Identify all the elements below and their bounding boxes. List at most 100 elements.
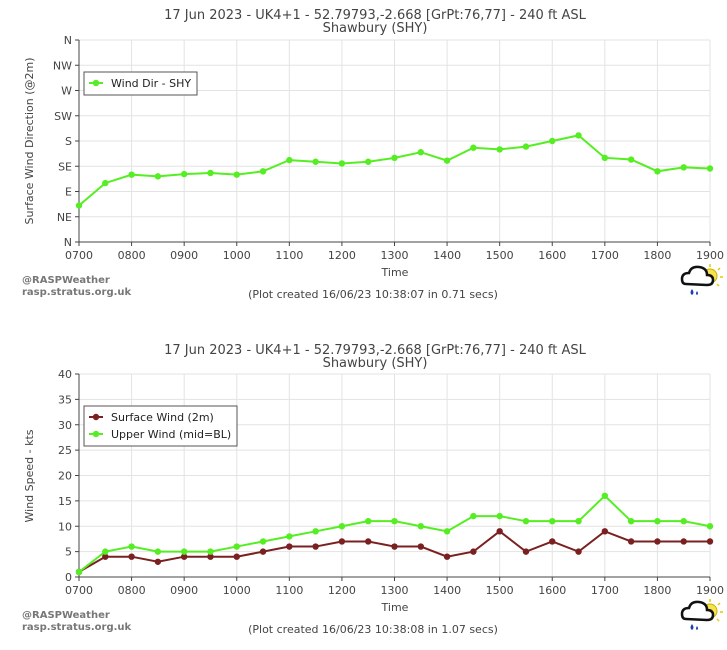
credit-handle: @RASPWeather (22, 275, 110, 286)
y-tick-label: 20 (58, 470, 72, 483)
data-point (496, 528, 503, 535)
x-tick-label: 1100 (275, 249, 303, 262)
data-point (207, 553, 214, 560)
data-point (549, 517, 556, 525)
x-tick-label: 1300 (381, 249, 409, 262)
y-tick-label: 15 (58, 495, 72, 508)
data-point (259, 538, 267, 545)
data-point (443, 157, 451, 164)
y-tick-label: S (65, 135, 72, 148)
x-tick-label: 1800 (643, 249, 671, 262)
data-point (154, 173, 162, 180)
data-point (654, 517, 661, 525)
wind-speed-chart: 17 Jun 2023 - UK4+1 - 52.79793,-2.668 [G… (22, 343, 724, 636)
x-tick-label: 1200 (328, 584, 356, 597)
data-point (233, 171, 240, 178)
x-tick-label: 1300 (381, 584, 409, 597)
data-point (601, 154, 609, 162)
data-point (470, 548, 477, 555)
data-point (470, 144, 477, 151)
data-point (102, 548, 109, 555)
data-point (338, 538, 346, 545)
x-tick-label: 1200 (328, 249, 356, 262)
data-point (654, 168, 661, 175)
data-point (575, 517, 582, 525)
legend: Wind Dir - SHY (83, 71, 198, 96)
y-tick-label: NE (57, 211, 72, 224)
data-point (312, 158, 319, 165)
y-tick-label: 40 (58, 368, 72, 381)
data-point (391, 154, 398, 162)
plot-created-note: (Plot created 16/06/23 10:38:08 in 1.07 … (248, 623, 498, 636)
x-tick-label: 1400 (433, 249, 461, 262)
x-tick-label: 1400 (433, 584, 461, 597)
data-point (680, 538, 687, 545)
data-point (259, 168, 267, 175)
data-point (128, 543, 135, 550)
data-point (180, 548, 188, 555)
y-axis-label: Wind Speed - kts (23, 429, 36, 522)
data-point (575, 132, 582, 139)
x-tick-label: 1100 (275, 584, 303, 597)
chart-subtitle: Shawbury (SHY) (323, 356, 428, 371)
y-axis-label: Surface Wind Direction (@2m) (23, 57, 36, 224)
credit-site: rasp.stratus.org.uk (22, 287, 132, 298)
data-point (522, 143, 530, 150)
data-point (75, 202, 83, 209)
wind-direction-chart: 17 Jun 2023 - UK4+1 - 52.79793,-2.668 [G… (22, 8, 724, 301)
weather-rain-sun-icon (680, 599, 723, 630)
x-tick-label: 1000 (223, 584, 251, 597)
data-point (365, 517, 372, 525)
data-point (365, 538, 372, 545)
data-point (706, 538, 714, 545)
data-point (259, 548, 267, 555)
data-point (417, 523, 424, 530)
chart-title: 17 Jun 2023 - UK4+1 - 52.79793,-2.668 [G… (164, 8, 587, 23)
x-tick-label: 1500 (486, 584, 514, 597)
data-point (522, 517, 530, 525)
y-tick-label: 30 (58, 419, 72, 432)
x-tick-label: 0900 (170, 249, 198, 262)
x-tick-label: 1900 (696, 249, 724, 262)
y-tick-label: N (64, 34, 72, 47)
data-point (233, 543, 240, 550)
data-point (680, 517, 687, 525)
data-point (75, 568, 83, 576)
data-point (417, 543, 424, 550)
legend-item-label: Upper Wind (mid=BL) (111, 428, 231, 441)
data-point (312, 528, 319, 535)
data-point (627, 156, 635, 163)
plot-area: 0 5 10 15 20 25 30 35 40 0700 0800 0900 1000 1100 1200… (58, 368, 724, 597)
legend: Surface Wind (2m) Upper Wind (mid=BL) (83, 405, 238, 447)
y-tick-label: 10 (58, 520, 72, 533)
y-tick-label: 0 (65, 571, 72, 584)
x-axis-label: Time (381, 601, 409, 614)
data-point (128, 171, 135, 178)
x-tick-label: 1700 (591, 584, 619, 597)
data-point (549, 137, 556, 145)
y-tick-label: NW (53, 59, 72, 72)
x-tick-label: 1500 (486, 249, 514, 262)
y-tick-label: 25 (58, 444, 72, 457)
legend-swatch-marker (92, 79, 100, 87)
data-point (443, 528, 451, 535)
data-point (496, 146, 503, 153)
x-tick-label: 1600 (538, 584, 566, 597)
data-point (128, 553, 135, 560)
data-point (680, 164, 687, 171)
x-axis-label: Time (381, 266, 409, 279)
y-tick-label: W (61, 85, 72, 98)
x-tick-label: 1800 (643, 584, 671, 597)
y-tick-label: 5 (65, 546, 72, 559)
x-tick-label: 1000 (223, 249, 251, 262)
x-tick-label: 0800 (118, 584, 146, 597)
data-point (522, 548, 530, 555)
data-point (706, 523, 714, 530)
data-point (601, 492, 609, 499)
data-point (443, 553, 451, 560)
x-tick-label: 0700 (65, 249, 93, 262)
data-point (154, 548, 162, 555)
data-point (102, 553, 109, 560)
